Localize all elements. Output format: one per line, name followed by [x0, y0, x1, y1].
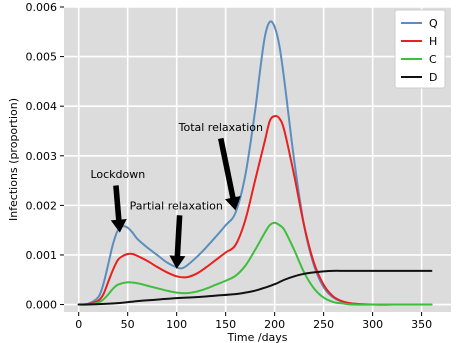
annotation-layer: Lockdown Partial relaxation Total relaxati… [90, 121, 263, 269]
legend-label-d: D [429, 71, 437, 84]
y-tick-label: 0.001 [26, 249, 58, 262]
plot-background [64, 7, 451, 312]
series-line-c [77, 221, 433, 306]
x-tick-label: 350 [411, 318, 432, 331]
legend-label-c: C [429, 53, 437, 66]
y-axis-label: Infections (proportion) [7, 98, 20, 221]
x-tick-label: 200 [264, 318, 285, 331]
y-tick-label: 0.000 [26, 299, 58, 312]
x-tick-label: 0 [75, 318, 82, 331]
annotation-lockdown: Lockdown [90, 168, 145, 181]
annotation-arrow-partial-relaxation [169, 215, 186, 269]
series-line-h [77, 114, 433, 306]
annotation-arrow-total-relaxation [218, 137, 241, 211]
annotation-total-relaxation: Total relaxation [178, 121, 263, 134]
y-axis-ticks: 0.000 0.001 0.002 0.003 0.004 0.005 0.006 [26, 1, 64, 312]
x-tick-label: 100 [166, 318, 187, 331]
annotation-partial-relaxation: Partial relaxation [130, 199, 223, 212]
x-tick-label: 50 [121, 318, 135, 331]
x-axis-ticks: 0 50 100 150 200 250 300 350 [75, 312, 432, 331]
y-tick-label: 0.006 [26, 1, 58, 14]
y-tick-label: 0.002 [26, 199, 58, 212]
annotation-arrow-lockdown [110, 185, 127, 233]
legend-label-h: H [429, 35, 437, 48]
series-line-d [77, 269, 433, 306]
x-tick-label: 300 [362, 318, 383, 331]
legend-box [394, 9, 446, 89]
x-tick-label: 150 [215, 318, 236, 331]
grid-lines [64, 6, 451, 312]
y-tick-label: 0.003 [26, 150, 58, 163]
legend-label-q: Q [429, 17, 438, 30]
x-axis-label: Time /days [226, 331, 287, 343]
y-tick-label: 0.005 [26, 51, 58, 64]
y-tick-label: 0.004 [26, 100, 58, 113]
x-tick-label: 250 [313, 318, 334, 331]
